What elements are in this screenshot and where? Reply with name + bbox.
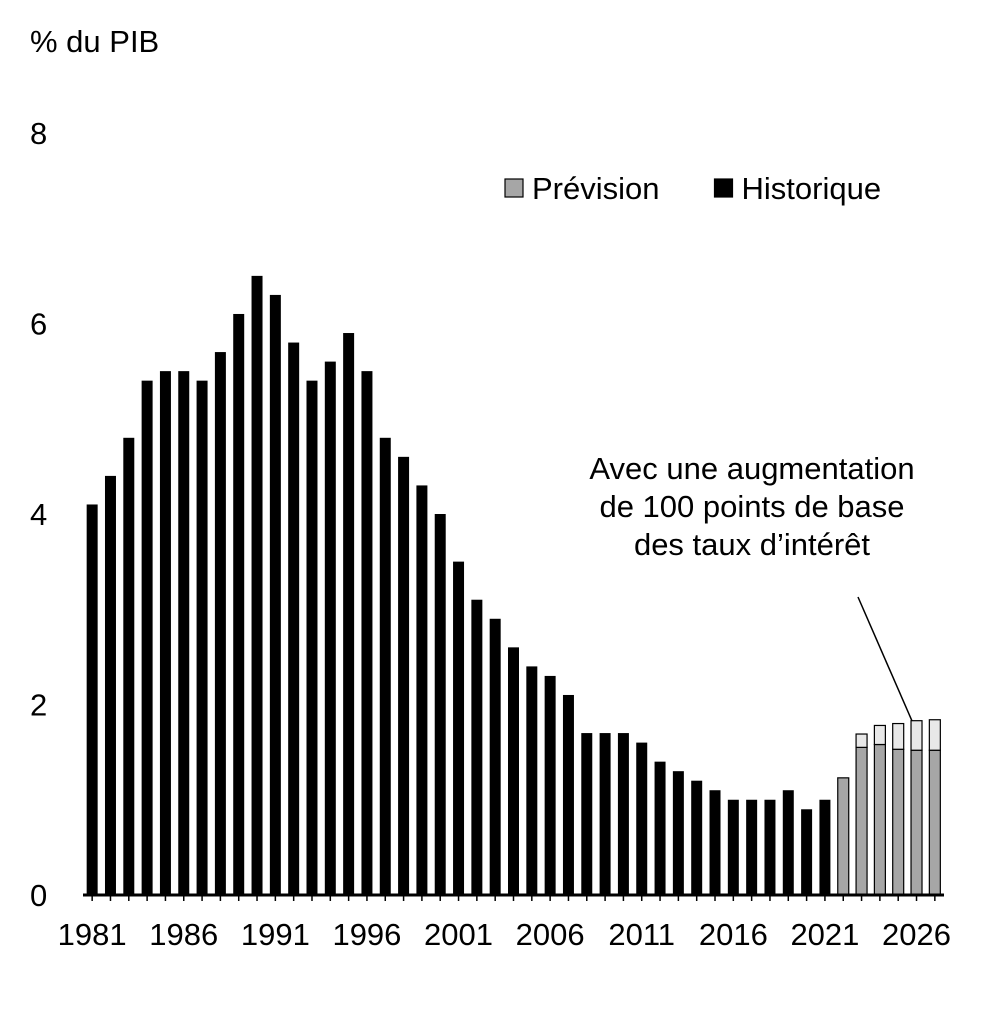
bar [324, 361, 336, 896]
bar [233, 313, 245, 896]
bar [453, 561, 465, 895]
bar [837, 777, 850, 896]
bar [361, 371, 373, 895]
bar [379, 437, 391, 895]
x-tick-label: 2006 [516, 917, 585, 952]
annotation-leader [857, 596, 920, 738]
bar [581, 733, 593, 895]
bar [873, 743, 886, 896]
bar [928, 719, 941, 751]
bar [873, 724, 886, 746]
bar [709, 790, 721, 895]
x-tick-label: 1991 [241, 917, 310, 952]
y-axis-label: % du PIB [30, 24, 159, 59]
y-tick-label: 8 [30, 116, 47, 151]
annotation: des taux d’intérêt [634, 527, 870, 562]
bar [214, 352, 226, 895]
bar [86, 504, 98, 895]
bar [508, 647, 519, 895]
bar [764, 799, 776, 895]
y-tick-label: 2 [30, 688, 47, 723]
bar [196, 380, 208, 895]
x-tick-label: 2016 [699, 917, 768, 952]
x-tick-label: 2011 [608, 917, 675, 952]
bar [251, 275, 263, 895]
bar [288, 342, 300, 895]
legend-label: Historique [742, 171, 882, 206]
bar [819, 799, 831, 895]
bar [489, 618, 501, 895]
bar [306, 380, 318, 895]
bar [855, 746, 868, 896]
bar [892, 722, 905, 750]
bar [434, 514, 446, 895]
bar [654, 761, 666, 895]
bar [727, 799, 739, 895]
bar [691, 780, 703, 895]
bar [141, 380, 153, 895]
y-tick-label: 6 [30, 307, 47, 342]
bar [855, 733, 868, 748]
bar [104, 475, 116, 895]
bar [910, 720, 923, 751]
x-tick-label: 1996 [332, 917, 401, 952]
bar [746, 799, 758, 895]
bar [123, 437, 135, 895]
bar [636, 742, 648, 895]
bar [928, 749, 941, 896]
bar [599, 733, 611, 895]
legend-swatch [504, 178, 524, 198]
y-tick-label: 0 [30, 878, 47, 913]
x-tick-label: 1986 [149, 917, 218, 952]
bar [159, 371, 171, 895]
bar [892, 748, 905, 896]
bar [343, 333, 355, 895]
annotation: Avec une augmentation [589, 451, 914, 486]
bar [544, 675, 556, 895]
bar [782, 790, 794, 895]
bar [617, 733, 629, 895]
bar [801, 809, 813, 895]
x-tick-label: 2026 [882, 917, 951, 952]
bar [416, 485, 428, 895]
x-tick-label: 2001 [424, 917, 493, 952]
y-tick-label: 4 [30, 497, 47, 532]
bar [562, 694, 574, 895]
legend-swatch [713, 178, 734, 198]
bar [178, 371, 190, 895]
bar [471, 599, 483, 895]
x-tick-label: 2021 [790, 917, 859, 952]
bar [398, 456, 410, 895]
x-tick-label: 1981 [58, 917, 127, 952]
legend-label: Prévision [532, 171, 660, 206]
bar [526, 666, 538, 895]
bar [269, 294, 281, 895]
bar [672, 771, 684, 895]
annotation: de 100 points de base [599, 489, 904, 524]
bar [910, 749, 923, 896]
